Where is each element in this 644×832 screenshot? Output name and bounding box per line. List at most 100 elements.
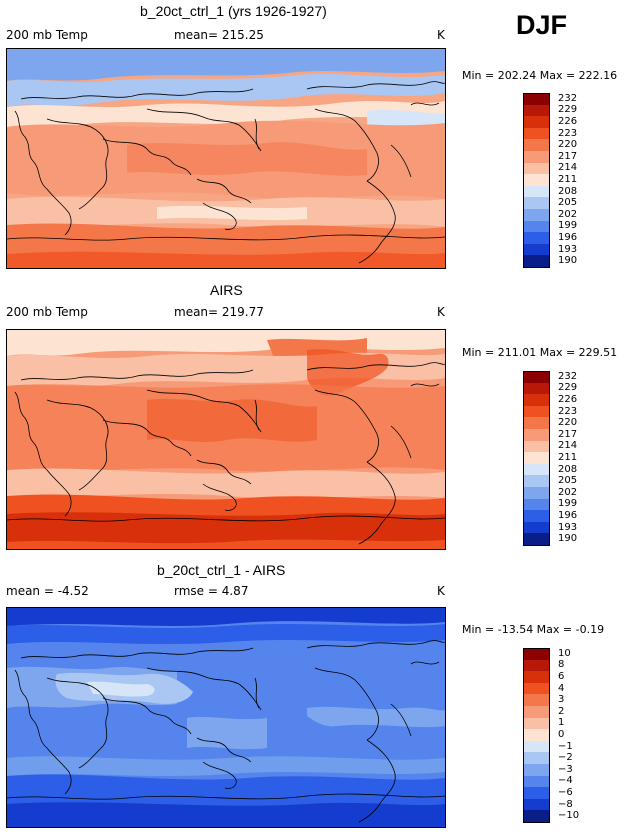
season-label: DJF xyxy=(516,10,568,40)
colorbar-swatch xyxy=(523,671,550,683)
colorbar-label: 196 xyxy=(558,232,578,243)
colorbar-label: 220 xyxy=(558,139,578,151)
colorbar-swatch xyxy=(523,775,550,788)
colorbar-swatch xyxy=(523,682,550,695)
colorbar-label: −2 xyxy=(558,752,573,764)
colorbar-label: 2 xyxy=(558,705,565,717)
colorbar-swatch xyxy=(523,162,550,175)
minmax-label: Min = 211.01 Max = 229.51 xyxy=(462,346,618,359)
colorbar-label: 232 xyxy=(558,370,578,382)
colorbar-label: 196 xyxy=(558,510,578,521)
colorbar-swatch xyxy=(523,740,550,753)
map-panel-model xyxy=(6,48,446,269)
colorbar-label: 193 xyxy=(558,521,578,533)
colorbar-label: −4 xyxy=(558,775,573,787)
colorbar: 232 229 226 223 220 217 214 211 208 205 202 199 196 1… xyxy=(523,92,613,268)
colorbar-swatch xyxy=(523,659,550,672)
colorbar-swatch xyxy=(523,197,550,209)
colorbar-swatch xyxy=(523,706,550,718)
colorbar-swatch xyxy=(523,243,550,256)
colorbar: 10 8 6 4 3 2 1 0 −1 −2 −3 −4 −6 −8 −10 xyxy=(523,647,613,823)
panel-units: K xyxy=(437,28,445,42)
colorbar-label: 190 xyxy=(558,533,578,545)
colorbar-label: 190 xyxy=(558,255,578,267)
colorbar-swatch xyxy=(523,475,550,487)
colorbar-swatch xyxy=(523,810,550,823)
colorbar-swatch xyxy=(523,648,550,661)
temperature-map xyxy=(7,330,445,549)
minmax-label: Min = 202.24 Max = 222.16 xyxy=(462,69,618,82)
colorbar-swatch xyxy=(523,151,550,163)
colorbar: 232 229 226 223 220 217 214 211 208 205 202 199 196 1… xyxy=(523,370,613,546)
colorbar-label: 208 xyxy=(558,185,578,197)
colorbar-swatch xyxy=(523,174,550,186)
colorbar-label: 199 xyxy=(558,220,578,232)
colorbar-swatch xyxy=(523,382,550,395)
colorbar-label: 205 xyxy=(558,475,578,487)
colorbar-swatch xyxy=(523,209,550,221)
colorbar-label: −6 xyxy=(558,787,573,798)
colorbar-label: −3 xyxy=(558,763,573,775)
map-panel-observations xyxy=(6,329,446,550)
colorbar-label: 211 xyxy=(558,452,578,463)
panel-title: AIRS xyxy=(210,282,243,298)
panel-center-label: mean= 215.25 xyxy=(174,28,264,42)
colorbar-swatch xyxy=(523,127,550,140)
colorbar-label: 10 xyxy=(558,647,571,659)
colorbar-label: −1 xyxy=(558,740,573,752)
minmax-label: Min = -13.54 Max = -0.19 xyxy=(462,623,605,636)
colorbar-label: 199 xyxy=(558,498,578,510)
colorbar-swatch xyxy=(523,220,550,233)
colorbar-label: 223 xyxy=(558,127,578,139)
colorbar-swatch xyxy=(523,752,550,764)
colorbar-swatch xyxy=(523,371,550,384)
panel-units: K xyxy=(437,584,445,598)
colorbar-swatch xyxy=(523,787,550,799)
colorbar-swatch xyxy=(523,533,550,546)
colorbar-label: 1 xyxy=(558,717,565,729)
colorbar-label: 208 xyxy=(558,463,578,475)
colorbar-label: 226 xyxy=(558,394,578,405)
colorbar-swatch xyxy=(523,104,550,117)
map-panel-difference xyxy=(6,607,446,828)
colorbar-label: 232 xyxy=(558,92,578,104)
difference-map xyxy=(7,608,445,827)
colorbar-swatch xyxy=(523,452,550,464)
colorbar-label: 205 xyxy=(558,197,578,209)
colorbar-swatch xyxy=(523,394,550,406)
colorbar-label: 8 xyxy=(558,659,565,671)
colorbar-swatch xyxy=(523,487,550,499)
colorbar-label: 223 xyxy=(558,405,578,417)
colorbar-label: −8 xyxy=(558,798,573,810)
panel-title: b_20ct_ctrl_1 (yrs 1926-1927) xyxy=(140,3,327,19)
colorbar-label: 214 xyxy=(558,440,578,452)
colorbar-swatch xyxy=(523,521,550,534)
colorbar-swatch xyxy=(523,440,550,453)
colorbar-swatch xyxy=(523,729,550,741)
colorbar-label: 211 xyxy=(558,174,578,185)
colorbar-swatch xyxy=(523,429,550,441)
colorbar-swatch xyxy=(523,405,550,418)
panel-left-label: 200 mb Temp xyxy=(6,305,88,319)
colorbar-swatch xyxy=(523,139,550,151)
panel-center-label: rmse = 4.87 xyxy=(174,584,249,598)
colorbar-label: 0 xyxy=(558,729,565,740)
panel-left-label: 200 mb Temp xyxy=(6,28,88,42)
colorbar-swatch xyxy=(523,116,550,128)
colorbar-label: 214 xyxy=(558,162,578,174)
panel-center-label: mean= 219.77 xyxy=(174,305,264,319)
colorbar-label: 229 xyxy=(558,104,578,116)
colorbar-swatch xyxy=(523,764,550,776)
colorbar-label: 6 xyxy=(558,671,565,682)
panel-left-label: mean = -4.52 xyxy=(6,584,89,598)
colorbar-swatch xyxy=(523,255,550,268)
colorbar-swatch xyxy=(523,232,550,244)
colorbar-label: 229 xyxy=(558,382,578,394)
colorbar-label: 217 xyxy=(558,428,578,440)
colorbar-swatch xyxy=(523,498,550,511)
colorbar-swatch xyxy=(523,798,550,811)
temperature-map xyxy=(7,49,445,268)
colorbar-swatch xyxy=(523,717,550,730)
colorbar-label: 217 xyxy=(558,150,578,162)
colorbar-label: 3 xyxy=(558,694,565,706)
